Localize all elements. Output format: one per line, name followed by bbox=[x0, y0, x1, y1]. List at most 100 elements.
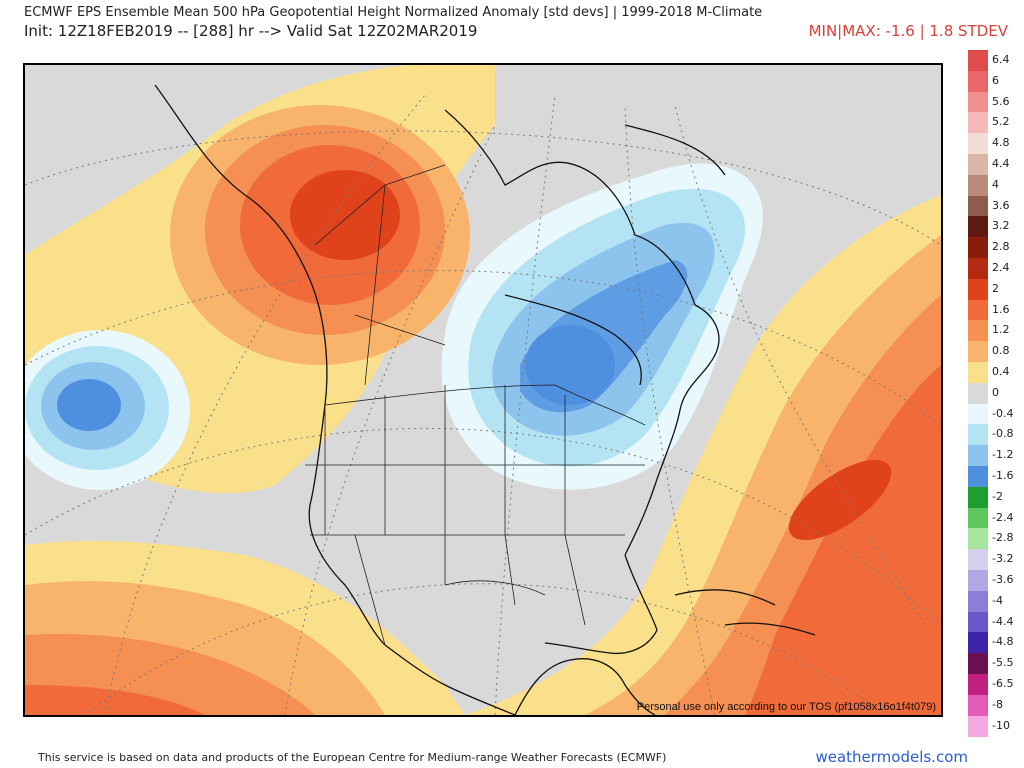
color-legend: 6.4 6 5.6 5.2 4.8 4.4 4 3.6 3.2 2.8 2.4 2 1.6 1.2 0.8 0… bbox=[968, 50, 1018, 737]
legend-label: -2.8 bbox=[992, 531, 1014, 545]
legend-label: 2.8 bbox=[992, 240, 1010, 254]
legend-swatch bbox=[968, 299, 988, 321]
legend-row: 6.4 bbox=[968, 50, 1018, 71]
legend-row: -8 bbox=[968, 694, 1018, 716]
legend-swatch bbox=[968, 70, 988, 92]
weathermodels-link[interactable]: weathermodels.com bbox=[815, 748, 968, 766]
legend-row: 2 bbox=[968, 278, 1018, 300]
legend-row: -0.8 bbox=[968, 424, 1018, 446]
legend-swatch bbox=[968, 237, 988, 259]
legend-row: -3.6 bbox=[968, 569, 1018, 591]
tos-note: Personal use only according to our TOS (… bbox=[637, 701, 936, 713]
graticule bbox=[25, 94, 941, 715]
legend-swatch bbox=[968, 590, 988, 612]
legend-swatch bbox=[968, 715, 988, 737]
legend-swatch bbox=[968, 549, 988, 571]
legend-row: 5.2 bbox=[968, 112, 1018, 134]
legend-label: 6 bbox=[992, 73, 999, 87]
legend-row: -5.5 bbox=[968, 653, 1018, 675]
legend-swatch bbox=[968, 569, 988, 591]
legend-row: 3.2 bbox=[968, 216, 1018, 238]
legend-label: -6.5 bbox=[992, 676, 1014, 690]
legend-label: 0 bbox=[992, 385, 999, 399]
legend-swatch bbox=[968, 153, 988, 175]
legend-row: 6 bbox=[968, 70, 1018, 92]
legend-label: -0.4 bbox=[992, 406, 1014, 420]
legend-row: 2.8 bbox=[968, 237, 1018, 259]
legend-label: 2.4 bbox=[992, 260, 1010, 274]
legend-row: -2.8 bbox=[968, 528, 1018, 550]
legend-swatch bbox=[968, 445, 988, 467]
minmax-readout: MIN|MAX: -1.6 | 1.8 STDEV bbox=[808, 22, 1008, 40]
legend-swatch bbox=[968, 320, 988, 342]
legend-row: 0.4 bbox=[968, 361, 1018, 383]
legend-label: -5.5 bbox=[992, 656, 1014, 670]
legend-swatch bbox=[968, 341, 988, 363]
anomaly-field-atlantic-positive bbox=[465, 195, 941, 715]
anomaly-map-canvas: Personal use only according to our TOS (… bbox=[25, 65, 941, 715]
legend-label: -0.8 bbox=[992, 427, 1014, 441]
legend-row: -10 bbox=[968, 715, 1018, 737]
legend-swatch bbox=[968, 694, 988, 716]
legend-swatch bbox=[968, 403, 988, 425]
political-borders bbox=[305, 164, 646, 646]
legend-swatch bbox=[968, 133, 988, 155]
legend-row: -4.8 bbox=[968, 632, 1018, 654]
legend-row: 0 bbox=[968, 382, 1018, 404]
anomaly-field-southwest-positive bbox=[25, 540, 465, 715]
legend-label: 0.8 bbox=[992, 344, 1010, 358]
legend-label: -2.4 bbox=[992, 510, 1014, 524]
legend-row: -1.2 bbox=[968, 445, 1018, 467]
legend-row: 5.6 bbox=[968, 91, 1018, 113]
legend-label: 4.4 bbox=[992, 156, 1010, 170]
legend-row: -3.2 bbox=[968, 549, 1018, 571]
legend-label: 3.2 bbox=[992, 219, 1010, 233]
legend-label: -4.4 bbox=[992, 614, 1014, 628]
legend-row: -2 bbox=[968, 486, 1018, 508]
legend-row: 3.6 bbox=[968, 195, 1018, 217]
legend-swatch bbox=[968, 632, 988, 654]
anomaly-map[interactable]: Personal use only according to our TOS (… bbox=[23, 63, 943, 717]
legend-label: 4 bbox=[992, 177, 999, 191]
coastlines bbox=[154, 84, 816, 715]
legend-label: -8 bbox=[992, 697, 1003, 711]
legend-row: -6.5 bbox=[968, 673, 1018, 695]
legend-row: 1.2 bbox=[968, 320, 1018, 342]
legend-swatch bbox=[968, 507, 988, 529]
legend-swatch bbox=[968, 216, 988, 238]
legend-swatch bbox=[968, 465, 988, 487]
legend-swatch bbox=[968, 611, 988, 633]
legend-label: 1.6 bbox=[992, 302, 1010, 316]
legend-row: 1.6 bbox=[968, 299, 1018, 321]
legend-label: -3.6 bbox=[992, 572, 1014, 586]
legend-label: 3.6 bbox=[992, 198, 1010, 212]
legend-swatch bbox=[968, 195, 988, 217]
legend-label: -1.6 bbox=[992, 468, 1014, 482]
legend-label: 0.4 bbox=[992, 364, 1010, 378]
legend-swatch bbox=[968, 361, 988, 383]
legend-swatch bbox=[968, 50, 988, 71]
legend-row: -0.4 bbox=[968, 403, 1018, 425]
legend-row: 0.8 bbox=[968, 341, 1018, 363]
legend-label: -2 bbox=[992, 489, 1003, 503]
legend-row: 4.4 bbox=[968, 153, 1018, 175]
legend-label: -4.8 bbox=[992, 635, 1014, 649]
legend-swatch bbox=[968, 112, 988, 134]
legend-swatch bbox=[968, 673, 988, 695]
legend-label: 6.4 bbox=[992, 53, 1010, 66]
legend-swatch bbox=[968, 278, 988, 300]
legend-row: -4.4 bbox=[968, 611, 1018, 633]
legend-label: 5.2 bbox=[992, 115, 1010, 129]
legend-label: 5.6 bbox=[992, 94, 1010, 108]
legend-label: -10 bbox=[992, 718, 1010, 732]
init-valid-line: Init: 12Z18FEB2019 -- [288] hr --> Valid… bbox=[24, 22, 478, 40]
legend-swatch bbox=[968, 424, 988, 446]
legend-label: -4 bbox=[992, 593, 1003, 607]
legend-row: 4 bbox=[968, 174, 1018, 196]
legend-label: 4.8 bbox=[992, 136, 1010, 150]
legend-swatch bbox=[968, 257, 988, 279]
legend-swatch bbox=[968, 486, 988, 508]
legend-label: -3.2 bbox=[992, 552, 1014, 566]
legend-row: 2.4 bbox=[968, 257, 1018, 279]
legend-swatch bbox=[968, 653, 988, 675]
